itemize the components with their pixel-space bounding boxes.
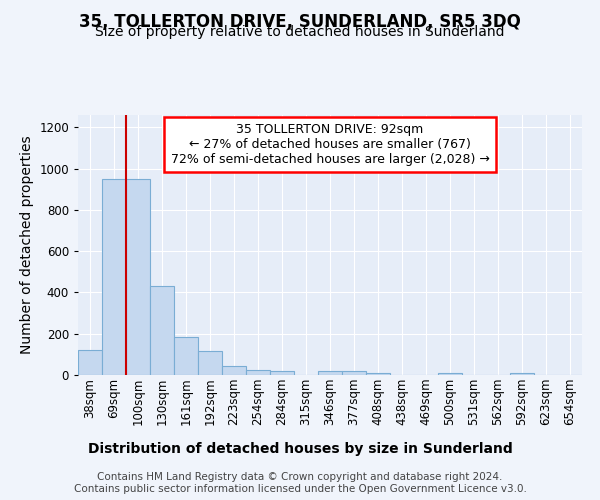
Y-axis label: Number of detached properties: Number of detached properties [20,136,34,354]
Bar [198,352,222,375]
Text: 35, TOLLERTON DRIVE, SUNDERLAND, SR5 3DQ: 35, TOLLERTON DRIVE, SUNDERLAND, SR5 3DQ [79,12,521,30]
Bar [126,180,150,375]
Bar [510,373,534,375]
Text: Size of property relative to detached houses in Sunderland: Size of property relative to detached ho… [95,25,505,39]
Text: Distribution of detached houses by size in Sunderland: Distribution of detached houses by size … [88,442,512,456]
Bar [342,372,366,375]
Bar [246,370,270,375]
Bar [174,337,198,375]
Text: Contains public sector information licensed under the Open Government Licence v3: Contains public sector information licen… [74,484,526,494]
Bar [438,373,462,375]
Text: 35 TOLLERTON DRIVE: 92sqm
← 27% of detached houses are smaller (767)
72% of semi: 35 TOLLERTON DRIVE: 92sqm ← 27% of detac… [170,123,490,166]
Bar [78,350,102,375]
Bar [150,286,174,375]
Bar [222,366,246,375]
Bar [270,371,294,375]
Bar [102,179,126,375]
Text: Contains HM Land Registry data © Crown copyright and database right 2024.: Contains HM Land Registry data © Crown c… [97,472,503,482]
Bar [318,372,342,375]
Bar [366,373,390,375]
